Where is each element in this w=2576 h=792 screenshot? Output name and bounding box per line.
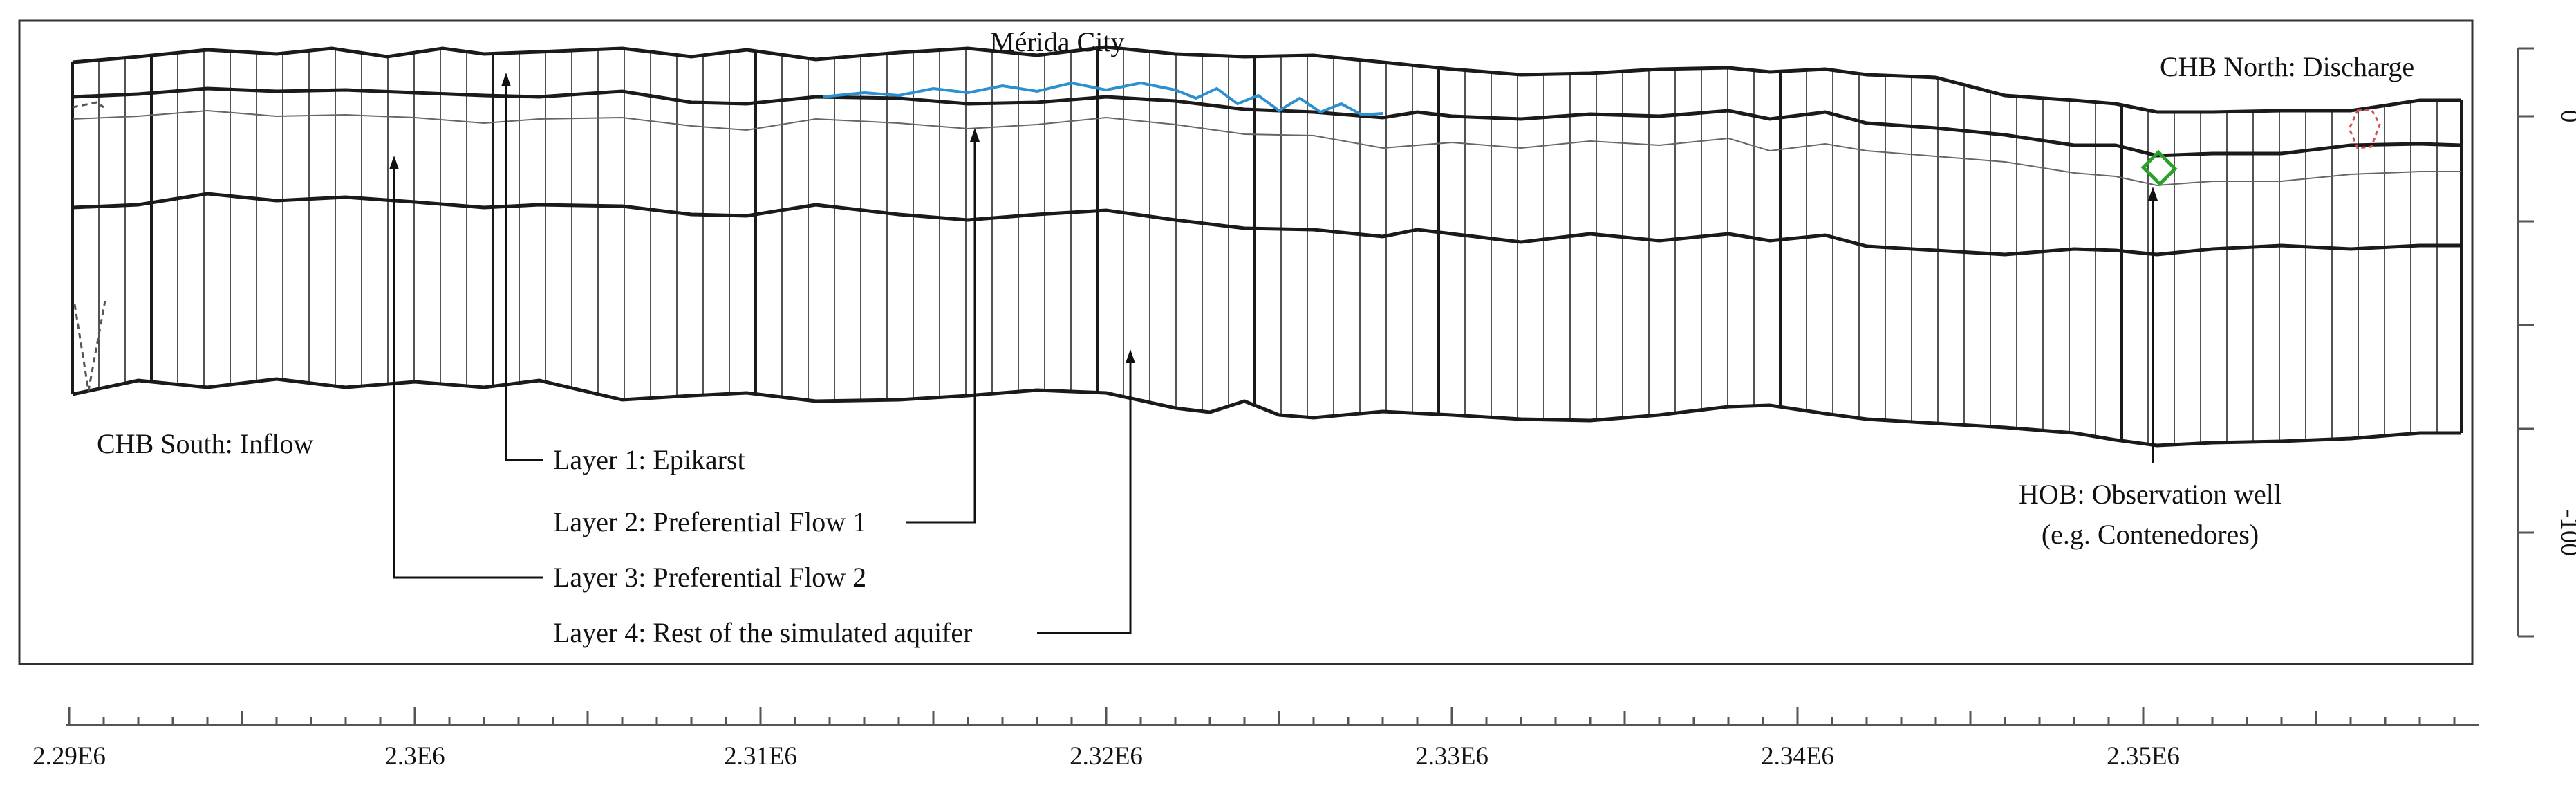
label-layer2: Layer 2: Preferential Flow 1: [553, 506, 866, 537]
model-grid-columns: [71, 48, 2463, 445]
easting-tick-label: 2.34E6: [1761, 742, 1834, 771]
label-chb-north: CHB North: Discharge: [2160, 51, 2414, 82]
arrow-heads: [389, 73, 2158, 363]
depth-tick-minus100: -100: [2555, 509, 2576, 556]
label-bg-layer3: [543, 553, 902, 595]
arrow-layer4: [1126, 349, 1135, 363]
depth-tick-0: 0: [2555, 110, 2576, 123]
label-chb-south: CHB South: Inflow: [97, 428, 313, 459]
label-bg-layer2: [543, 498, 902, 540]
arrow-layer2: [970, 128, 980, 142]
leader-layer1: [505, 80, 546, 461]
arrow-layer3: [389, 156, 399, 169]
label-layer3: Layer 3: Preferential Flow 2: [553, 562, 866, 593]
leader-lines: [393, 80, 2154, 634]
label-layer1: Layer 1: Epikarst: [553, 444, 745, 475]
easting-tick-label: 2.32E6: [1070, 742, 1143, 771]
label-bg-layer4: [536, 609, 1034, 661]
label-well-line1: HOB: Observation well: [2019, 479, 2281, 510]
layer3-base: [72, 192, 2461, 257]
plot-frame: [18, 19, 2474, 665]
arrow-well: [2148, 187, 2158, 201]
chb-north-marker: [2348, 108, 2381, 149]
easting-tick-label: 2.35E6: [2107, 742, 2180, 771]
layer-boundaries: [72, 45, 2462, 448]
arrow-layer1: [501, 73, 511, 86]
easting-tick-label: 2.33E6: [1415, 742, 1488, 771]
observation-well-marker: [2140, 149, 2178, 187]
chb-south-marker: [73, 300, 106, 392]
depth-axis: 0 -100: [2517, 47, 2576, 638]
label-layer4: Layer 4: Rest of the simulated aquifer: [553, 617, 972, 648]
layer2-base: [72, 109, 2461, 187]
leader-layer3: [393, 163, 546, 579]
label-bg-layer1: [543, 436, 847, 477]
easting-tick-label: 2.3E6: [384, 742, 445, 771]
layer1-base: [72, 86, 2462, 158]
leader-layer2: [906, 135, 976, 524]
layer-bottom: [72, 377, 2461, 448]
title-merida-city: Mérida City: [990, 26, 1124, 57]
chb-south-top-marker: [72, 101, 104, 109]
river-line: [822, 81, 1383, 117]
label-well-line2: (e.g. Contenedores): [2042, 519, 2259, 550]
easting-tick-label: 2.29E6: [32, 742, 106, 771]
easting-axis: 2.29E6 2.3E6 2.31E6 2.32E6 2.33E6 2.34E6 2.35E…: [32, 707, 2479, 771]
easting-tick-label: 2.31E6: [724, 742, 797, 771]
layer-top: [72, 45, 2461, 114]
leader-layer4: [1037, 356, 1132, 634]
